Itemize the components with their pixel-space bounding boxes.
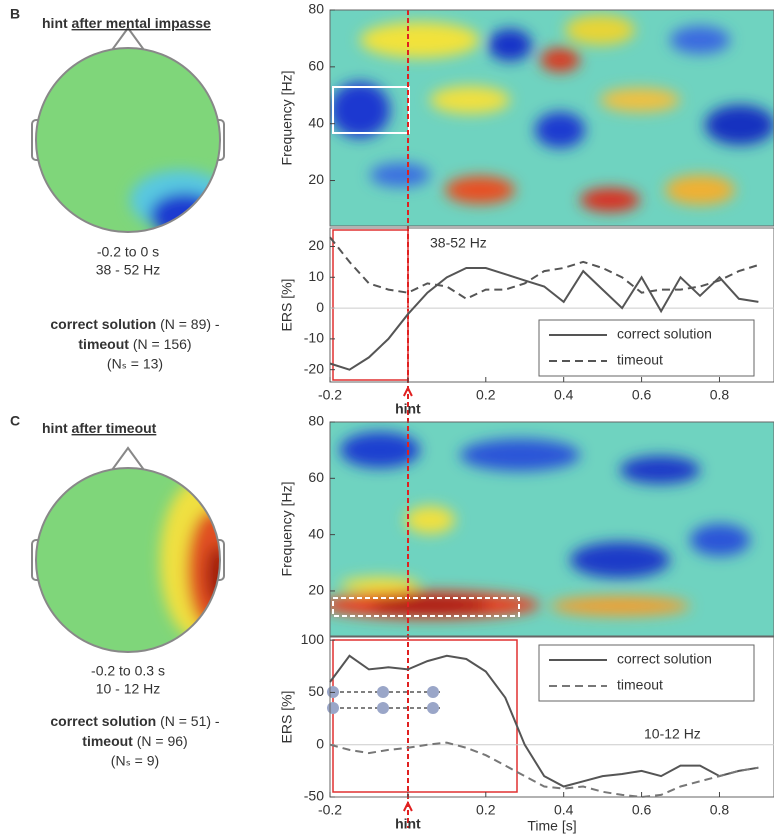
topo-freq: 10 - 12 Hz [96, 681, 161, 697]
y-axis-label: ERS [%] [279, 691, 295, 744]
significance-markers [327, 686, 440, 714]
y-axis-label: Frequency [Hz] [279, 482, 295, 577]
x-axis-label: Time [s] [527, 818, 576, 834]
legend-label: timeout [617, 677, 663, 693]
panel-label: B [10, 6, 20, 22]
x-tick-label: 0.8 [710, 387, 730, 403]
y-tick-label: 0 [316, 299, 324, 315]
y-tick-label: 80 [308, 413, 324, 429]
x-tick-label: 0.2 [476, 802, 496, 818]
contrast: timeout (N = 156) [78, 336, 191, 352]
topomap [31, 26, 225, 233]
window-box [332, 229, 409, 381]
plot-frame [329, 9, 774, 227]
series-line [329, 654, 759, 788]
subjects: (Nₛ = 9) [111, 753, 159, 769]
plot-frame [329, 636, 774, 798]
y-tick-label: 20 [308, 171, 324, 187]
x-tick-label: 0.8 [710, 802, 730, 818]
x-tick-label: 0.6 [632, 802, 652, 818]
series-line [329, 741, 759, 799]
topo-time: -0.2 to 0.3 s [91, 663, 165, 679]
hint-label: hint [395, 401, 421, 417]
contrast: correct solution (N = 51) - [50, 713, 220, 729]
subjects: (Nₛ = 13) [107, 356, 163, 372]
x-tick-label: -0.2 [318, 802, 342, 818]
hint-label: hint [395, 816, 421, 832]
legend-box [538, 319, 755, 377]
spectrogram-image [330, 422, 774, 636]
y-tick-label: 60 [308, 58, 324, 74]
hint-arrow [403, 800, 413, 812]
y-tick-label: 40 [308, 114, 324, 130]
panel-title: hint after timeout [42, 420, 157, 436]
series-line [329, 236, 759, 300]
panel-title: hint after mental impasse [42, 15, 211, 31]
topo-freq: 38 - 52 Hz [96, 262, 161, 278]
y-tick-label: 40 [308, 525, 324, 541]
annotation: 10-12 Hz [644, 726, 701, 742]
series-line [329, 267, 759, 371]
hint-arrow [403, 385, 413, 397]
y-tick-label: 10 [308, 268, 324, 284]
y-tick-label: -20 [304, 360, 324, 376]
y-axis-label: ERS [%] [279, 279, 295, 332]
x-tick-label: 0.4 [554, 387, 574, 403]
y-tick-label: 80 [308, 1, 324, 17]
topomap [31, 446, 225, 653]
y-tick-label: 20 [308, 582, 324, 598]
roi-box [332, 597, 520, 617]
topo-time: -0.2 to 0 s [97, 244, 159, 260]
plot-frame [329, 227, 774, 383]
plot-frame [329, 421, 774, 637]
contrast: timeout (N = 96) [82, 733, 187, 749]
y-tick-label: 20 [308, 237, 324, 253]
panel-label: C [10, 413, 20, 429]
contrast: correct solution (N = 89) - [50, 316, 220, 332]
y-axis-label: Frequency [Hz] [279, 71, 295, 166]
y-tick-label: 0 [316, 735, 324, 751]
legend-label: correct solution [617, 326, 712, 342]
y-tick-label: 50 [308, 683, 324, 699]
legend-label: timeout [617, 352, 663, 368]
annotation: 38-52 Hz [430, 235, 487, 251]
x-tick-label: 0.6 [632, 387, 652, 403]
x-tick-label: 0.4 [554, 802, 574, 818]
legend-box [538, 644, 755, 702]
y-tick-label: -50 [304, 788, 324, 804]
y-tick-label: -10 [304, 330, 324, 346]
x-tick-label: 0.2 [476, 387, 496, 403]
y-tick-label: 60 [308, 469, 324, 485]
window-box [332, 639, 518, 793]
y-tick-label: 100 [301, 631, 325, 647]
x-tick-label: -0.2 [318, 387, 342, 403]
spectrogram-image [330, 10, 774, 226]
legend-label: correct solution [617, 651, 712, 667]
